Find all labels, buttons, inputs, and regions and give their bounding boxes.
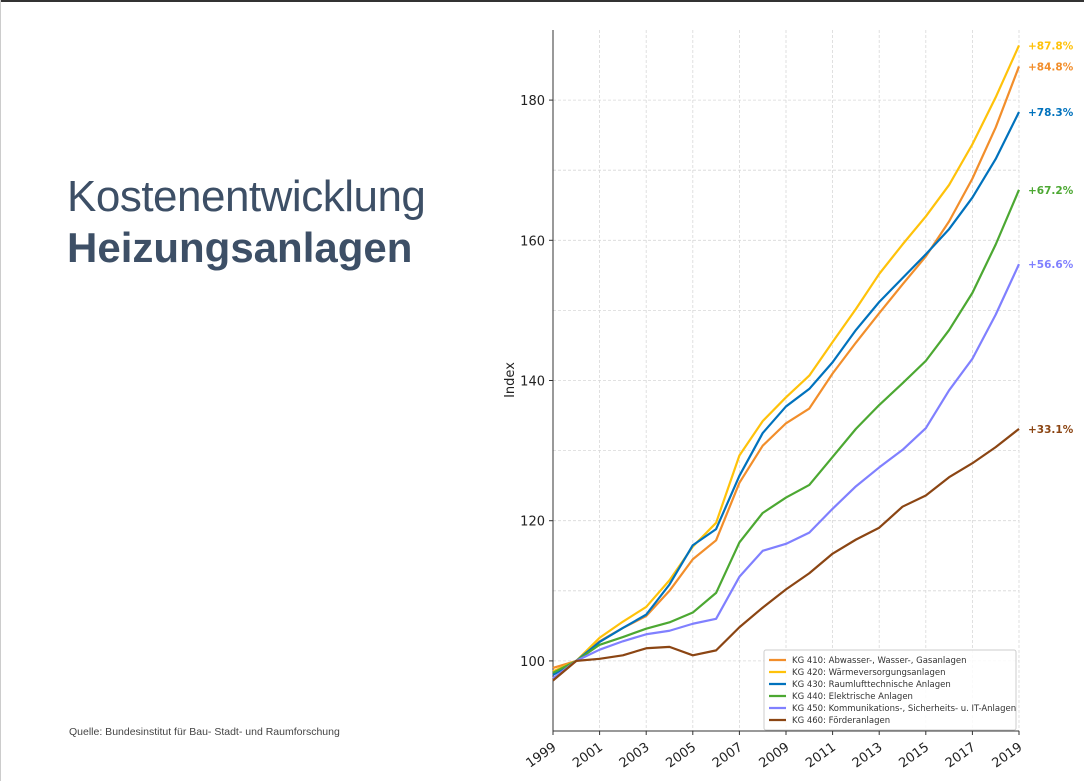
y-tick-label: 100 <box>520 655 545 670</box>
title-light: Kostenentwicklung <box>67 172 426 221</box>
x-tick-label: 2003 <box>617 740 653 771</box>
legend-box <box>763 649 1017 731</box>
x-tick-label: 2009 <box>757 740 793 771</box>
x-tick-label: 2001 <box>570 740 606 771</box>
x-tick-label: 2017 <box>943 740 979 771</box>
x-tick-label: 2007 <box>710 740 746 771</box>
y-axis-label: Index <box>503 362 518 398</box>
end-label-3: +78.3% <box>1028 107 1074 119</box>
end-label-2: +87.8% <box>1028 40 1074 52</box>
y-tick-label: 160 <box>520 234 545 249</box>
end-label-6: +33.1% <box>1028 424 1074 436</box>
series-line-2 <box>552 44 1021 673</box>
x-tick-label: 2013 <box>850 740 886 771</box>
legend-label: KG 440: Elektrische Anlagen <box>792 692 913 702</box>
series-line-3 <box>552 111 1020 676</box>
end-label-1: +84.8% <box>1028 61 1074 73</box>
legend-label: KG 420: Wärmeversorgungsanlagen <box>792 668 945 678</box>
series-line-4 <box>552 189 1021 674</box>
window-top-border <box>0 0 1084 2</box>
x-tick-label: 2015 <box>896 740 932 771</box>
legend-label: KG 450: Kommunikations-, Sicherheits- u.… <box>792 704 1016 714</box>
y-tick-label: 140 <box>520 375 545 390</box>
x-tick-label: 2019 <box>990 740 1026 771</box>
x-tick-label: 1999 <box>524 740 560 771</box>
legend-label: KG 430: Raumlufttechnische Anlagen <box>792 680 951 690</box>
series-line-6 <box>552 428 1020 682</box>
y-tick-label: 120 <box>520 515 545 530</box>
legend-label: KG 410: Abwasser-, Wasser-, Gasanlagen <box>792 656 967 666</box>
source-note: Quelle: Bundesinstitut für Bau- Stadt- u… <box>69 726 340 738</box>
x-tick-label: 2011 <box>803 740 839 771</box>
end-label-4: +67.2% <box>1028 185 1074 197</box>
title-bold: Heizungsanlagen <box>67 224 413 271</box>
x-tick-label: 2005 <box>663 740 699 771</box>
window-left-border <box>0 0 1 781</box>
series-line-5 <box>552 263 1020 680</box>
legend-label: KG 460: Förderanlagen <box>792 716 890 726</box>
end-label-5: +56.6% <box>1028 259 1074 271</box>
y-tick-label: 180 <box>520 94 545 109</box>
